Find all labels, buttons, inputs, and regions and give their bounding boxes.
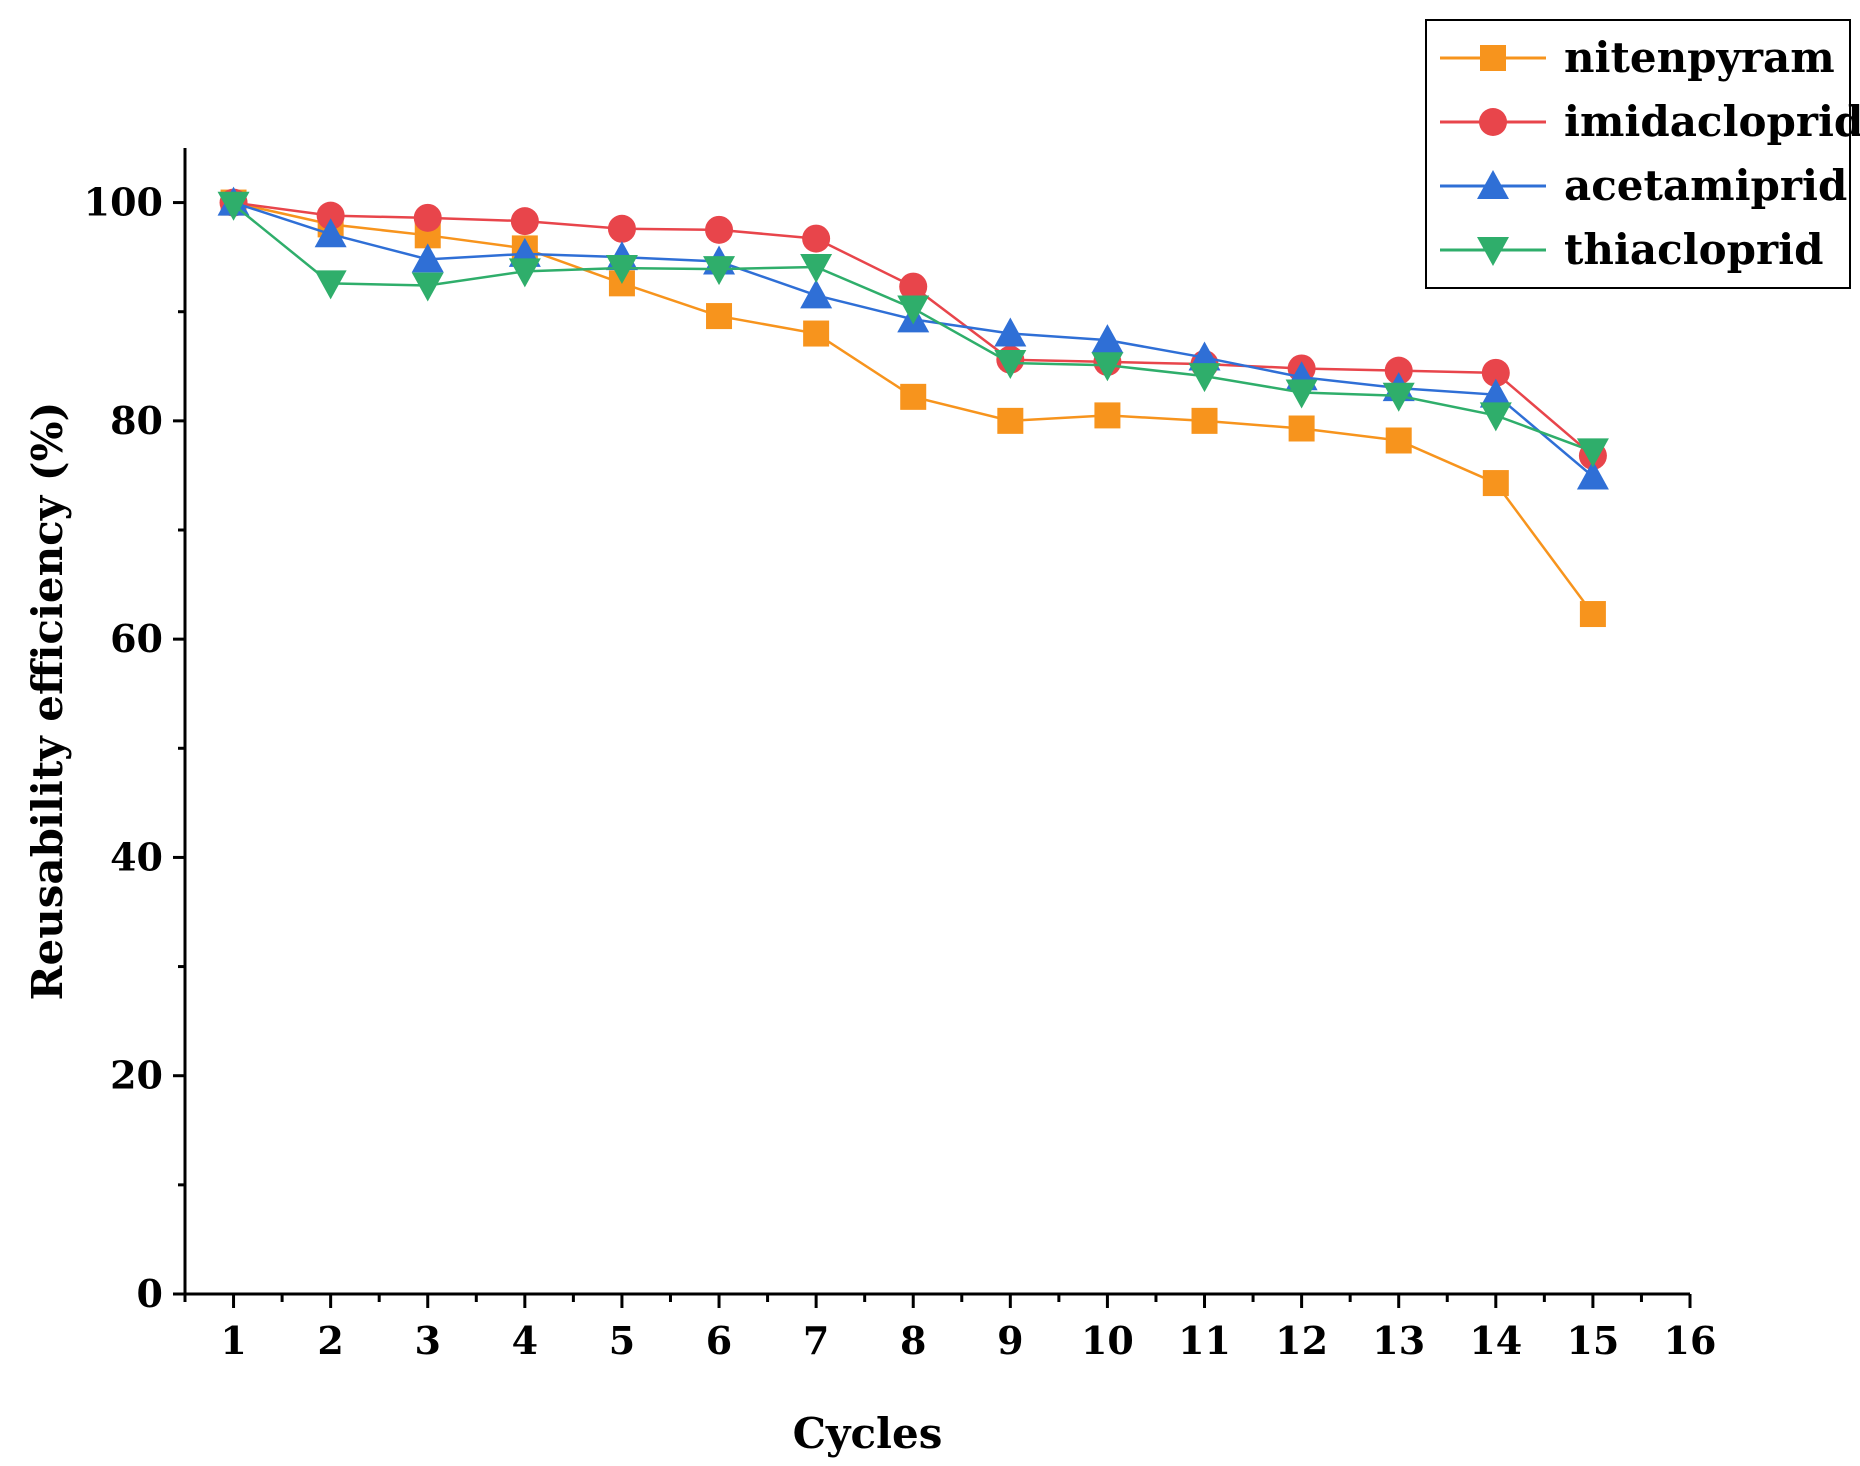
plot-series bbox=[217, 186, 1609, 628]
data-point-thiacloprid bbox=[703, 256, 736, 286]
data-point-thiacloprid bbox=[314, 270, 347, 300]
x-axis-title: Cycles bbox=[793, 1409, 943, 1458]
y-tick-label: 60 bbox=[110, 616, 163, 661]
data-point-thiacloprid bbox=[897, 295, 930, 325]
x-tick-label: 13 bbox=[1372, 1318, 1425, 1363]
data-point-nitenpyram bbox=[1579, 601, 1606, 628]
y-ticks: 0 20 40 60 80 100 bbox=[84, 180, 185, 1316]
data-point-nitenpyram bbox=[1191, 407, 1218, 434]
data-point-imidacloprid bbox=[1384, 356, 1413, 385]
data-point-acetamiprid bbox=[994, 317, 1027, 347]
legend: nitenpyram imidacloprid acetamiprid thiaclo… bbox=[1425, 19, 1860, 289]
x-tick-label: 9 bbox=[997, 1318, 1023, 1363]
data-point-imidacloprid bbox=[802, 224, 831, 253]
x-tick-label: 1 bbox=[220, 1318, 246, 1363]
legend-marker bbox=[1477, 237, 1509, 266]
data-point-acetamiprid bbox=[314, 218, 347, 248]
data-point-nitenpyram bbox=[803, 320, 830, 347]
data-point-nitenpyram bbox=[1094, 402, 1121, 429]
legend-marker bbox=[1479, 108, 1507, 136]
data-point-nitenpyram bbox=[997, 407, 1024, 434]
legend-label: thiacloprid bbox=[1564, 225, 1823, 274]
data-point-thiacloprid bbox=[1188, 363, 1221, 393]
x-tick-label: 2 bbox=[317, 1318, 343, 1363]
legend-label: nitenpyram bbox=[1564, 33, 1835, 82]
data-point-acetamiprid bbox=[800, 279, 833, 309]
data-point-imidacloprid bbox=[1481, 358, 1510, 387]
y-tick-label: 100 bbox=[84, 180, 163, 225]
data-point-thiacloprid bbox=[994, 350, 1027, 380]
data-point-thiacloprid bbox=[1285, 379, 1318, 409]
data-point-thiacloprid bbox=[411, 272, 444, 302]
legend-label: imidacloprid bbox=[1564, 97, 1860, 146]
legend-item-nitenpyram: nitenpyram bbox=[1440, 33, 1835, 82]
data-point-imidacloprid bbox=[607, 214, 636, 243]
data-point-thiacloprid bbox=[217, 191, 250, 221]
x-ticks: 1 2 3 4 5 6 7 8 9 10 11 12 13 14 15 16 bbox=[183, 1294, 1717, 1363]
data-point-imidacloprid bbox=[316, 201, 345, 230]
data-point-acetamiprid bbox=[1576, 460, 1609, 490]
legend-marker bbox=[1480, 45, 1506, 71]
data-point-imidacloprid bbox=[510, 207, 539, 236]
data-point-thiacloprid bbox=[605, 255, 638, 285]
x-tick-label: 10 bbox=[1081, 1318, 1134, 1363]
x-tick-label: 6 bbox=[706, 1318, 732, 1363]
legend-items: nitenpyram imidacloprid acetamiprid thiaclo… bbox=[1440, 33, 1860, 274]
x-tick-label: 8 bbox=[900, 1318, 926, 1363]
data-point-thiacloprid bbox=[508, 258, 541, 288]
data-point-nitenpyram bbox=[706, 303, 733, 330]
data-point-thiacloprid bbox=[1576, 438, 1609, 468]
data-point-thiacloprid bbox=[1091, 352, 1124, 382]
y-tick-label: 20 bbox=[110, 1053, 163, 1098]
x-tick-label: 14 bbox=[1469, 1318, 1522, 1363]
y-tick-label: 40 bbox=[110, 834, 163, 879]
data-point-nitenpyram bbox=[900, 383, 927, 410]
legend-item-imidacloprid: imidacloprid bbox=[1440, 97, 1860, 146]
x-tick-label: 16 bbox=[1664, 1318, 1717, 1363]
legend-marker bbox=[1477, 170, 1509, 199]
data-point-acetamiprid bbox=[1091, 324, 1124, 354]
data-point-thiacloprid bbox=[800, 253, 833, 283]
y-axis-title: Reusability efficiency (%) bbox=[23, 402, 72, 1001]
x-tick-label: 11 bbox=[1178, 1318, 1231, 1363]
data-point-imidacloprid bbox=[413, 203, 442, 232]
x-tick-label: 15 bbox=[1566, 1318, 1619, 1363]
y-tick-label: 0 bbox=[137, 1271, 163, 1316]
data-point-thiacloprid bbox=[1479, 402, 1512, 432]
y-tick-label: 80 bbox=[110, 398, 163, 443]
data-point-nitenpyram bbox=[1385, 427, 1412, 454]
x-tick-label: 7 bbox=[803, 1318, 829, 1363]
series-thiacloprid bbox=[217, 191, 1609, 468]
x-tick-label: 4 bbox=[512, 1318, 538, 1363]
x-tick-label: 3 bbox=[415, 1318, 441, 1363]
data-point-nitenpyram bbox=[1482, 470, 1509, 497]
data-point-imidacloprid bbox=[899, 272, 928, 301]
data-point-imidacloprid bbox=[705, 215, 734, 244]
legend-label: acetamiprid bbox=[1564, 161, 1847, 210]
data-point-acetamiprid bbox=[411, 243, 444, 273]
legend-item-acetamiprid: acetamiprid bbox=[1440, 161, 1847, 210]
data-point-thiacloprid bbox=[1382, 382, 1415, 412]
data-point-nitenpyram bbox=[1288, 415, 1315, 442]
x-tick-label: 5 bbox=[609, 1318, 635, 1363]
data-point-acetamiprid bbox=[1479, 378, 1512, 408]
x-tick-label: 12 bbox=[1275, 1318, 1328, 1363]
legend-item-thiacloprid: thiacloprid bbox=[1440, 225, 1823, 274]
